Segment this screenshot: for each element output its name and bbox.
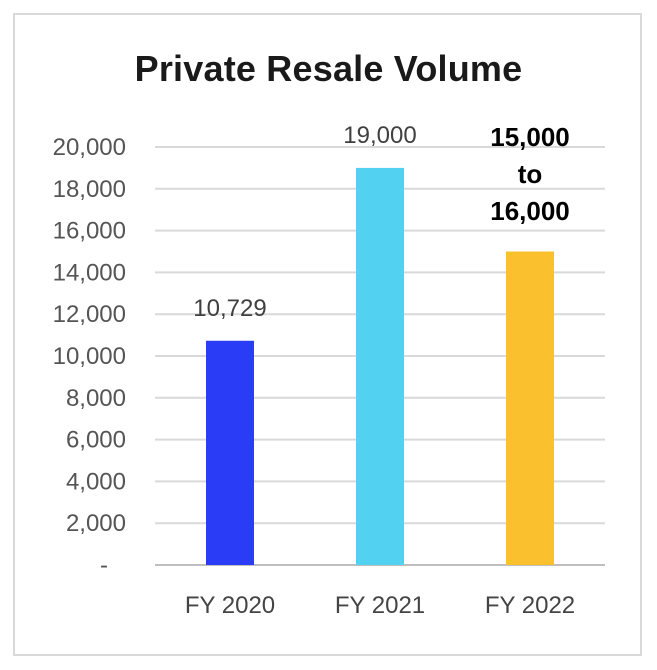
y-tick-label: 18,000 — [53, 176, 126, 203]
y-tick-label: 8,000 — [66, 385, 126, 412]
y-tick-label: 16,000 — [53, 218, 126, 245]
y-tick-label: 20,000 — [53, 134, 126, 161]
category-label: FY 2022 — [485, 592, 575, 619]
y-tick-label: - — [100, 552, 108, 579]
y-tick-label: 14,000 — [53, 259, 126, 286]
data-label: 10,729 — [193, 295, 266, 322]
y-tick-label: 6,000 — [66, 427, 126, 454]
bar — [506, 251, 554, 565]
y-tick-label: 2,000 — [66, 510, 126, 537]
data-label: 16,000 — [490, 196, 570, 226]
data-label: to — [518, 159, 543, 189]
y-tick-label: 4,000 — [66, 468, 126, 495]
y-tick-label: 10,000 — [53, 343, 126, 370]
data-label: 15,000 — [490, 122, 570, 152]
y-axis-ticks: - 2,000 4,000 6,000 8,000 10,000 12,000 14,000 1… — [53, 134, 126, 579]
category-label: FY 2021 — [335, 592, 425, 619]
chart-title: Private Resale Volume — [134, 48, 523, 89]
x-axis-categories: FY 2020 FY 2021 FY 2022 — [185, 592, 575, 619]
data-labels: 10,729 19,000 15,000 to 16,000 — [193, 122, 569, 322]
category-label: FY 2020 — [185, 592, 275, 619]
data-label: 19,000 — [343, 122, 416, 149]
bar — [206, 340, 254, 565]
bar — [356, 167, 404, 565]
y-tick-label: 12,000 — [53, 301, 126, 328]
bars — [206, 167, 554, 565]
